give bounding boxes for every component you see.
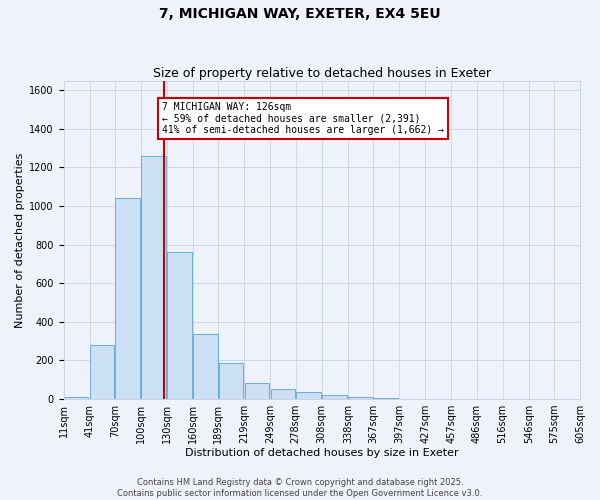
Bar bbox=[115, 198, 140, 399]
Bar bbox=[245, 382, 269, 399]
Text: Contains HM Land Registry data © Crown copyright and database right 2025.
Contai: Contains HM Land Registry data © Crown c… bbox=[118, 478, 482, 498]
Bar bbox=[271, 389, 295, 399]
Bar bbox=[193, 334, 218, 399]
Bar bbox=[373, 398, 398, 399]
Bar bbox=[141, 156, 166, 399]
Y-axis label: Number of detached properties: Number of detached properties bbox=[15, 152, 25, 328]
Bar bbox=[218, 364, 243, 399]
Text: 7, MICHIGAN WAY, EXETER, EX4 5EU: 7, MICHIGAN WAY, EXETER, EX4 5EU bbox=[159, 8, 441, 22]
Bar bbox=[348, 397, 373, 399]
Bar bbox=[322, 395, 347, 399]
X-axis label: Distribution of detached houses by size in Exeter: Distribution of detached houses by size … bbox=[185, 448, 458, 458]
Bar bbox=[296, 392, 320, 399]
Bar bbox=[90, 345, 115, 399]
Bar bbox=[167, 252, 192, 399]
Bar bbox=[64, 397, 88, 399]
Text: 7 MICHIGAN WAY: 126sqm
← 59% of detached houses are smaller (2,391)
41% of semi-: 7 MICHIGAN WAY: 126sqm ← 59% of detached… bbox=[162, 102, 444, 135]
Title: Size of property relative to detached houses in Exeter: Size of property relative to detached ho… bbox=[153, 66, 491, 80]
